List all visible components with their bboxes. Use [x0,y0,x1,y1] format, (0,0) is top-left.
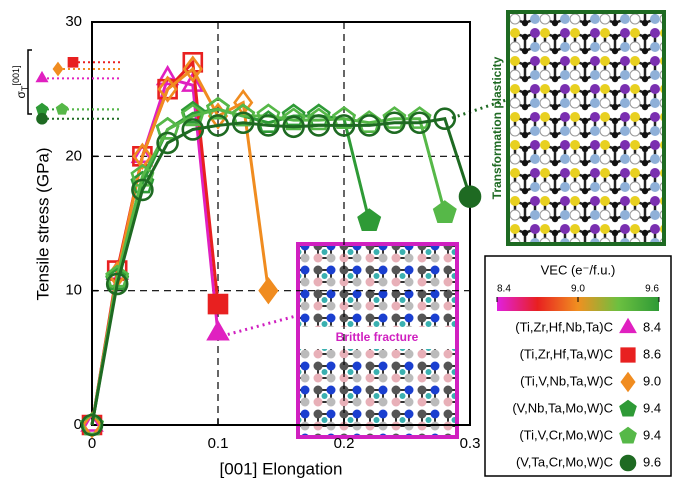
legend-label: (Ti,Zr,Hf,Nb,Ta)C [515,319,613,334]
marker [38,73,47,80]
marker [434,202,455,222]
colorbar-tick-label: 9.6 [645,284,659,295]
colorbar-tick-label: 9.0 [571,284,585,295]
x-tick-label: 0.3 [460,435,481,452]
legend-label: (Ti,V,Nb,Ta,W)C [520,373,613,388]
y-tick-label: 10 [65,282,82,299]
inset-label: Brittle fracture [336,330,419,344]
marker [38,114,47,123]
marker [54,64,62,74]
ideal-strength-label: σT[001] [11,50,32,114]
legend-vec: 9.4 [643,400,661,415]
inset-brittle: Brittle fracture [298,244,457,437]
marker [208,323,227,340]
colorbar-title: VEC (e⁻/f.u.) [541,262,616,277]
legend-label: (Ti,V,Cr,Mo,W)C [519,427,613,442]
marker [209,295,227,313]
marker [69,58,77,66]
marker [57,104,66,113]
marker [621,456,635,470]
chart: Brittle fracture Transformation plastici… [0,0,679,484]
inset-label: Transformation plasticity [490,56,504,199]
marker [37,104,46,113]
legend-label: (V,Ta,Cr,Mo,W)C [516,454,613,469]
marker [622,349,635,362]
legend-vec: 8.4 [643,319,661,334]
sigma-sup: [001] [11,66,21,86]
marker [260,279,277,302]
legend-vec: 9.6 [643,454,661,469]
colorbar-tick-label: 8.4 [497,284,511,295]
inset-plasticity: Transformation plasticity [490,12,664,244]
x-axis-label: [001] Elongation [220,459,343,478]
y-tick-label: 30 [65,13,82,30]
y-tick-label: 20 [65,147,82,164]
legend-vec: 8.6 [643,346,661,361]
x-tick-label: 0.2 [334,435,355,452]
x-tick-label: 0.1 [208,435,229,452]
connector [222,316,296,336]
legend-vec: 9.4 [643,427,661,442]
marker [359,210,380,230]
legend-label: (Ti,Zr,Hf,Ta,W)C [520,346,613,361]
y-axis-label: Tensile stress (GPa) [33,147,52,300]
legend-label: (V,Nb,Ta,Mo,W)C [512,400,613,415]
marker [460,187,480,207]
sigma-sub: T [20,85,30,91]
legend-vec: 9.0 [643,373,661,388]
